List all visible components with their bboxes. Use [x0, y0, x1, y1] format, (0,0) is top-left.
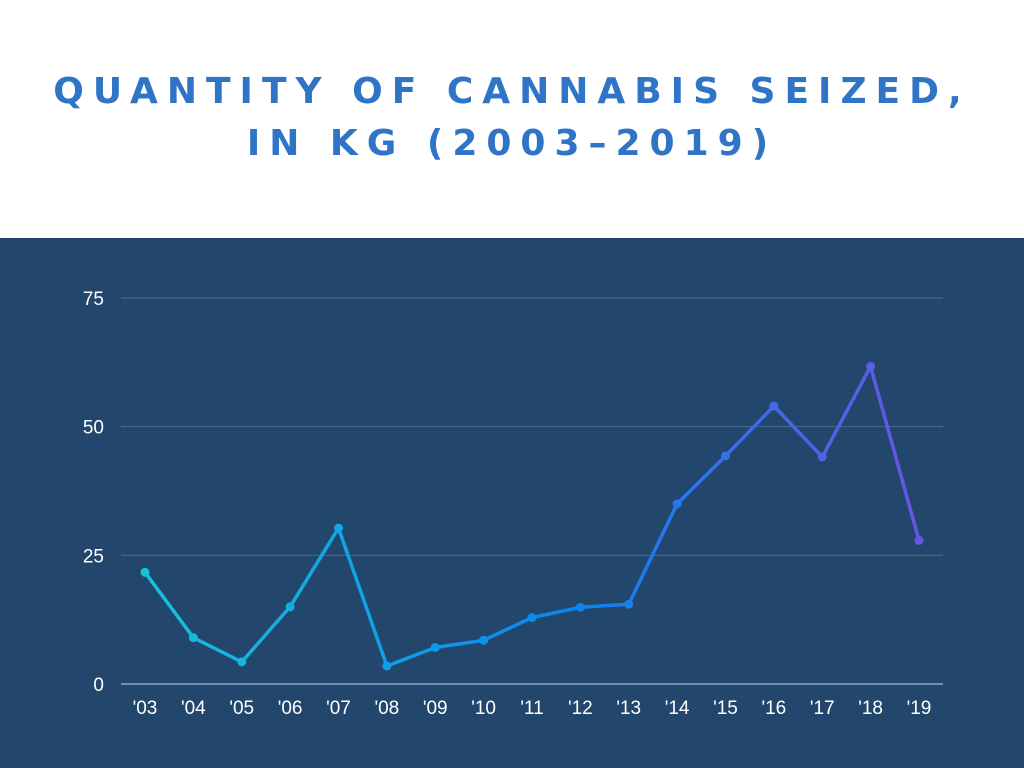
data-point	[721, 451, 730, 461]
chart-title-line-2: IN KG (2003–2019)	[246, 123, 778, 164]
data-point	[237, 657, 247, 667]
data-point	[575, 602, 585, 612]
x-tick-label: '07	[326, 698, 351, 719]
x-tick-label: '17	[810, 698, 835, 719]
x-tick-label: '12	[568, 698, 593, 719]
x-tick-label: '10	[471, 698, 496, 719]
data-point	[285, 602, 295, 612]
chart-title: QUANTITY OF CANNABIS SEIZED, IN KG (2003…	[0, 66, 1024, 170]
x-tick-label: '05	[229, 698, 254, 719]
data-point	[672, 499, 682, 509]
x-tick-label: '19	[907, 698, 932, 719]
x-tick-label: '09	[423, 698, 448, 719]
data-point	[914, 535, 924, 545]
x-tick-label: '14	[665, 698, 690, 719]
x-tick-label: '04	[181, 698, 206, 719]
header: QUANTITY OF CANNABIS SEIZED, IN KG (2003…	[0, 0, 1024, 238]
chart-title-line-1: QUANTITY OF CANNABIS SEIZED,	[53, 71, 971, 112]
chart-panel	[0, 238, 1024, 768]
data-point	[430, 642, 440, 652]
data-point	[188, 633, 198, 643]
y-tick-label: 50	[83, 418, 104, 439]
data-point	[817, 452, 827, 462]
x-tick-label: '16	[761, 698, 786, 719]
data-point	[624, 599, 634, 609]
y-tick-label: 25	[83, 546, 104, 567]
data-point	[866, 361, 876, 371]
x-tick-label: '15	[713, 698, 738, 719]
data-point	[479, 635, 489, 645]
x-tick-label: '08	[374, 698, 399, 719]
y-tick-label: 0	[93, 675, 104, 696]
data-point	[140, 567, 150, 577]
x-tick-label: '11	[520, 698, 543, 719]
x-tick-label: '06	[278, 698, 303, 719]
data-point	[334, 523, 343, 533]
y-tick-label: 75	[83, 289, 104, 310]
x-tick-label: '18	[858, 698, 883, 719]
x-tick-label: '03	[133, 698, 158, 719]
data-point	[382, 661, 392, 671]
data-point	[527, 613, 537, 623]
data-point	[769, 401, 779, 411]
x-tick-label: '13	[616, 698, 641, 719]
